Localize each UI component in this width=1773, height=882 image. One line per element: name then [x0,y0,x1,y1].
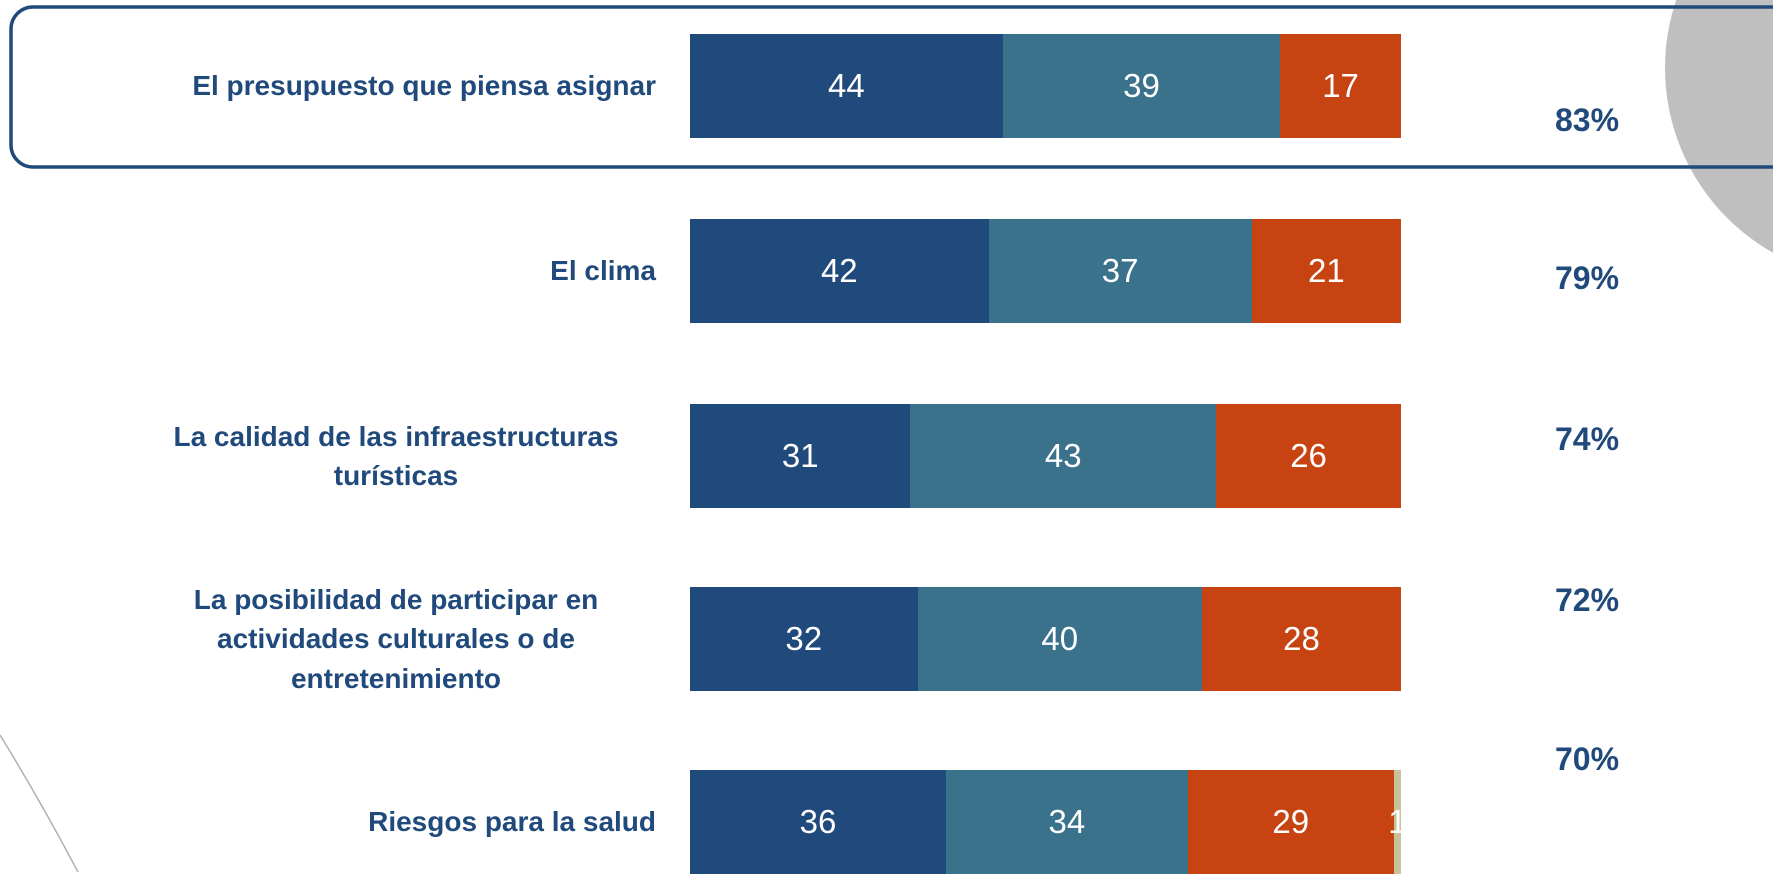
category-label: Riesgos para la salud [368,806,656,838]
total-label: 79% [1554,260,1620,296]
data-label: 26 [1290,437,1327,474]
bar-segment [690,404,911,508]
data-label: 28 [1283,620,1320,657]
category-label: El clima [550,255,656,287]
bar-segment [917,587,1202,691]
data-label: 37 [1101,252,1139,289]
arc-line [0,734,79,872]
total-label: 70% [1554,741,1620,777]
bar-segment [945,770,1188,874]
total-label: 72% [1554,582,1620,618]
bar-segment [690,587,918,691]
data-label: 1 [1388,803,1407,840]
category-label-box: Riesgos para la salud [36,762,656,882]
bar-segment [690,219,989,323]
bar-segment [1201,587,1401,691]
category-label: La posibilidad de participar en activida… [193,584,599,694]
category-label: El presupuesto que piensa asignar [192,70,656,102]
total-label: 83% [1554,102,1620,138]
total-label: 74% [1554,421,1620,457]
category-label-box: El clima [36,211,656,331]
data-label: 36 [799,803,837,840]
category-label: La calidad de las infraestructuras turís… [173,420,619,491]
data-label: 32 [785,620,823,657]
category-label-box: La posibilidad de participar en activida… [36,579,656,699]
highlight-box [9,5,1773,169]
bar-segment [1002,34,1281,138]
bar-segment [910,404,1217,508]
bar-segment [690,770,946,874]
data-label: 34 [1048,803,1086,840]
data-label: 17 [1322,67,1359,104]
category-label-box: El presupuesto que piensa asignar [36,26,656,146]
bar-segment [1280,34,1401,138]
data-label: 42 [820,252,858,289]
data-label: 31 [781,437,819,474]
data-label: 43 [1044,437,1082,474]
category-label-box: La calidad de las infraestructuras turís… [36,396,656,516]
bar-segment [1393,770,1401,874]
grey-circle [1665,0,1773,253]
bar-segment [1251,219,1401,323]
bar-segment [690,34,1003,138]
data-label: 29 [1272,803,1310,840]
bar-segment [988,219,1252,323]
bar-segment [1187,770,1394,874]
data-label: 39 [1123,67,1160,104]
data-label: 21 [1307,252,1345,289]
data-label: 40 [1041,620,1079,657]
data-label: 44 [828,67,865,104]
bar-segment [1216,404,1401,508]
